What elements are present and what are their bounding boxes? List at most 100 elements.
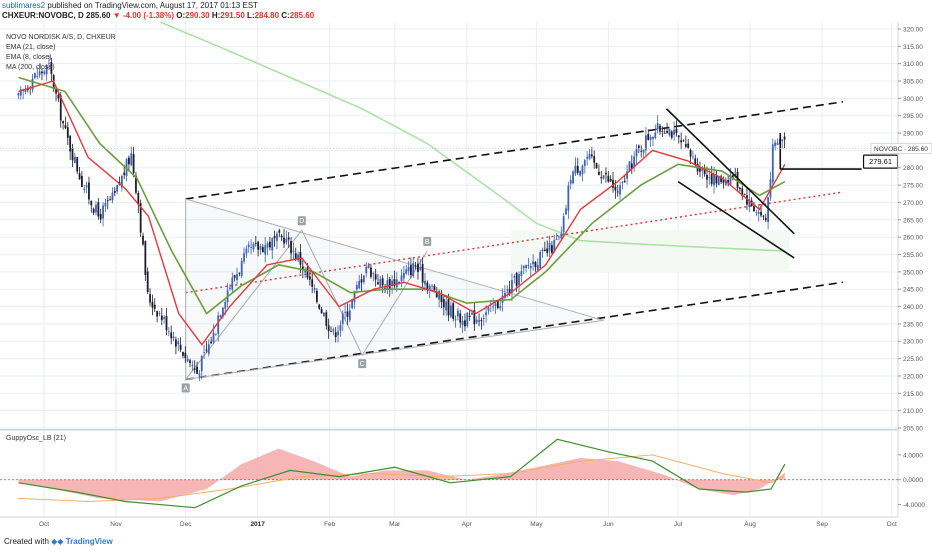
candle-body — [496, 301, 499, 308]
candle-body — [452, 303, 455, 319]
candle-body — [285, 238, 288, 243]
candle-body — [64, 125, 67, 129]
candle-body — [238, 272, 241, 274]
candle-body — [308, 276, 311, 280]
candle-body — [301, 266, 304, 271]
candle-body — [111, 192, 114, 201]
candle-body — [407, 266, 410, 272]
candle-body — [186, 358, 189, 362]
candle-body — [306, 267, 309, 278]
candle-body — [640, 150, 643, 152]
candle-body — [600, 177, 603, 179]
candle-body — [106, 200, 109, 202]
candle-body — [508, 289, 511, 293]
symbol-label: CHXEUR:NOVOBC, D — [2, 11, 84, 20]
price-tick-label: 235.00 — [903, 321, 923, 328]
candle-body — [158, 312, 161, 314]
candle-body — [222, 307, 224, 317]
candle-body — [438, 291, 441, 300]
candle-body — [581, 165, 584, 175]
candle-body — [720, 176, 723, 183]
candle-body — [543, 249, 546, 251]
candle-body — [196, 366, 198, 374]
candle-body — [442, 299, 445, 308]
price-tick-label: 305.00 — [903, 78, 923, 85]
candle-body — [734, 174, 737, 176]
candle-body — [609, 179, 612, 182]
candle-body — [551, 245, 553, 253]
ema21-line — [18, 76, 786, 315]
candle-body — [459, 313, 462, 323]
time-tick-label: Oct — [39, 521, 49, 528]
candle-body — [461, 320, 464, 326]
candle-body — [485, 312, 488, 316]
price-axis[interactable]: 320.00 315.00 310.00 305.00 300.00 295.00 290.… — [0, 22, 932, 533]
candle-body — [412, 263, 415, 277]
ma200-layer — [159, 22, 790, 272]
candle-body — [400, 275, 403, 282]
candle-body — [167, 331, 170, 333]
price-tick-label: 205.00 — [903, 426, 923, 433]
candle-body — [694, 158, 697, 165]
candle-body — [353, 291, 356, 302]
price-tick-label: 280.00 — [903, 165, 923, 172]
price-tick-label: 275.00 — [903, 183, 923, 190]
legend-item: EMA (21, close) — [6, 44, 55, 51]
candle-body — [172, 336, 175, 339]
candle-body — [261, 247, 264, 253]
osc-tick-label: 0.0000 — [903, 477, 923, 484]
candle-body — [762, 215, 765, 217]
candle-body — [612, 179, 614, 188]
legend: NOVO NORDISK A/S, D, CHXEUR EMA (21, clos… — [6, 34, 116, 71]
candle-body — [687, 143, 690, 148]
time-tick-label: Dec — [180, 521, 192, 528]
time-tick-label: Mar — [389, 521, 401, 528]
candle-body — [630, 163, 633, 169]
channel-lower-line — [185, 281, 844, 381]
price-tick-label: 250.00 — [903, 269, 923, 276]
time-axis[interactable]: Oct Nov Dec 2017 Feb Mar Apr May Jun Jul Aug Sep Oct… — [0, 516, 932, 533]
candle-body — [471, 312, 473, 315]
price-tick-label: 265.00 — [903, 217, 923, 224]
pattern-point-marker — [423, 237, 432, 247]
candle-body — [177, 341, 180, 345]
candle-body — [475, 319, 478, 323]
candle-body — [229, 287, 231, 290]
candle-body — [374, 274, 377, 280]
candle-body — [90, 200, 93, 206]
candle-body — [576, 165, 579, 173]
candle-body — [294, 253, 297, 259]
time-axis-background — [0, 517, 932, 533]
price-chart[interactable]: A D C B 279.61 320.00 315.00 310.00 305.00 300.… — [0, 22, 932, 533]
candle-body — [325, 312, 328, 326]
candle-body — [647, 133, 650, 140]
main-pane[interactable] — [0, 22, 898, 428]
candle-body — [433, 285, 436, 290]
candle-body — [193, 368, 196, 370]
price-tick-label: 245.00 — [903, 287, 923, 294]
candle-body — [59, 95, 62, 121]
author-link[interactable]: sublimares2 — [2, 1, 46, 10]
candle-body — [724, 179, 727, 185]
candle-body — [116, 184, 119, 192]
candle-body — [92, 208, 95, 213]
candle-body — [386, 280, 389, 289]
candle-body — [156, 311, 159, 317]
candle-body — [558, 236, 560, 238]
price-tick-label: 240.00 — [903, 304, 923, 311]
candle-body — [560, 233, 563, 239]
candle-body — [120, 175, 123, 188]
candle-body — [424, 280, 426, 285]
candle-body — [426, 282, 429, 290]
pattern-point-label: C — [360, 361, 365, 368]
time-tick-label: Apr — [462, 521, 473, 528]
time-tick-label: Aug — [744, 521, 756, 528]
candle-body — [57, 94, 60, 99]
candle-body — [525, 265, 527, 269]
price-tick-label: 255.00 — [903, 252, 923, 259]
oscillator-pane[interactable]: 4.0000 0.0000 -4.0000 GuppyOsc_LB (21) — [0, 429, 925, 509]
candle-body — [264, 245, 267, 255]
candle-body — [69, 135, 72, 152]
candle-body — [595, 162, 598, 169]
tradingview-brand[interactable]: TradingView — [65, 537, 113, 546]
